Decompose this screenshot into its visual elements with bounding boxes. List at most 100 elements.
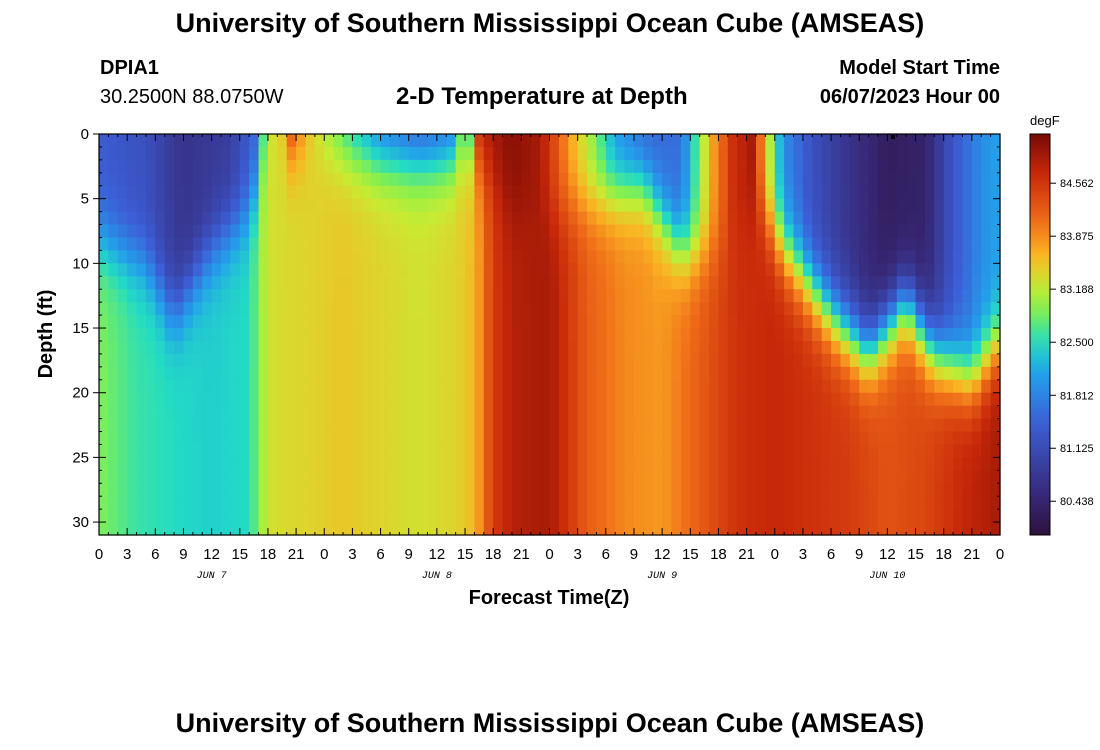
- heatmap-cell: [671, 353, 682, 368]
- heatmap-cell: [596, 405, 607, 420]
- heatmap-cell: [774, 392, 785, 407]
- heatmap-cell: [953, 198, 964, 213]
- heatmap-cell: [258, 159, 269, 174]
- heatmap-cell: [446, 366, 457, 381]
- heatmap-cell: [906, 483, 917, 497]
- heatmap-cell: [511, 522, 522, 536]
- heatmap-cell: [784, 366, 795, 381]
- heatmap-cell: [849, 159, 860, 174]
- heatmap-cell: [821, 353, 832, 368]
- heatmap-cell: [765, 405, 776, 420]
- heatmap-cell: [981, 353, 992, 368]
- heatmap-cell: [765, 302, 776, 316]
- heatmap-cell: [755, 276, 766, 290]
- heatmap-cell: [587, 276, 598, 290]
- heatmap-cell: [511, 211, 522, 226]
- heatmap-cell: [324, 353, 335, 368]
- heatmap-cell: [671, 328, 682, 342]
- heatmap-cell: [699, 276, 710, 290]
- heatmap-cell: [633, 172, 644, 187]
- heatmap-cell: [849, 172, 860, 187]
- heatmap-cell: [211, 211, 222, 226]
- x-tick-label: 12: [429, 546, 446, 563]
- heatmap-cell: [652, 302, 663, 316]
- heatmap-cell: [493, 431, 504, 446]
- heatmap-cell: [155, 276, 166, 290]
- heatmap-cell: [718, 224, 729, 239]
- heatmap-cell: [540, 211, 551, 226]
- heatmap-cell: [483, 134, 494, 148]
- heatmap-cell: [558, 237, 569, 252]
- heatmap-cell: [474, 185, 485, 200]
- heatmap-cell: [521, 224, 532, 239]
- heatmap-cell: [849, 302, 860, 316]
- heatmap-cell: [305, 250, 316, 264]
- heatmap-cell: [671, 457, 682, 471]
- heatmap-cell: [934, 159, 945, 174]
- heatmap-cell: [915, 211, 926, 226]
- heatmap-cell: [962, 340, 973, 355]
- heatmap-cell: [511, 198, 522, 213]
- heatmap-cell: [502, 159, 513, 174]
- heatmap-cell: [831, 496, 842, 510]
- heatmap-cell: [239, 353, 250, 368]
- heatmap-cell: [343, 392, 354, 407]
- heatmap-cell: [737, 224, 748, 239]
- heatmap-cell: [249, 276, 260, 290]
- heatmap-cell: [314, 315, 325, 329]
- heatmap-cell: [765, 392, 776, 407]
- heatmap-cell: [446, 328, 457, 342]
- heatmap-cell: [549, 185, 560, 200]
- heatmap-cell: [831, 263, 842, 277]
- heatmap-cell: [371, 134, 382, 148]
- heatmap-cell: [615, 146, 626, 161]
- heatmap-cell: [258, 431, 269, 446]
- heatmap-cell: [483, 366, 494, 381]
- heatmap-cell: [127, 470, 138, 484]
- heatmap-cell: [981, 224, 992, 239]
- heatmap-cell: [361, 237, 372, 252]
- heatmap-cell: [671, 198, 682, 213]
- heatmap-cell: [511, 418, 522, 433]
- heatmap-cell: [183, 457, 194, 471]
- heatmap-cell: [465, 159, 476, 174]
- heatmap-cell: [849, 496, 860, 510]
- heatmap-cell: [230, 405, 241, 420]
- heatmap-cell: [737, 379, 748, 394]
- heatmap-cell: [540, 276, 551, 290]
- heatmap-cell: [727, 457, 738, 471]
- heatmap-cell: [267, 340, 278, 355]
- heatmap-cell: [840, 457, 851, 471]
- heatmap-cell: [953, 211, 964, 226]
- heatmap-cell: [99, 146, 109, 161]
- heatmap-cell: [540, 146, 551, 161]
- heatmap-cell: [436, 315, 447, 329]
- heatmap-cell: [709, 198, 720, 213]
- heatmap-cell: [877, 431, 888, 446]
- heatmap-cell: [108, 250, 119, 264]
- heatmap-cell: [690, 172, 701, 187]
- heatmap-cell: [981, 172, 992, 187]
- heatmap-cell: [727, 483, 738, 497]
- heatmap-cell: [784, 328, 795, 342]
- heatmap-cell: [446, 392, 457, 407]
- heatmap-cell: [915, 185, 926, 200]
- heatmap-cell: [267, 418, 278, 433]
- heatmap-cell: [183, 302, 194, 316]
- heatmap-cell: [774, 509, 785, 523]
- heatmap-cell: [568, 289, 579, 303]
- heatmap-cell: [577, 405, 588, 420]
- heatmap-cell: [934, 405, 945, 420]
- heatmap-cell: [418, 340, 429, 355]
- heatmap-cell: [305, 366, 316, 381]
- heatmap-cell: [352, 457, 363, 471]
- heatmap-cell: [380, 431, 391, 446]
- heatmap-cell: [221, 418, 231, 433]
- heatmap-cell: [399, 457, 410, 471]
- heatmap-cell: [305, 457, 316, 471]
- heatmap-cell: [136, 237, 147, 252]
- heatmap-cell: [662, 405, 673, 420]
- heatmap-cell: [446, 172, 457, 187]
- heatmap-cell: [127, 263, 138, 277]
- heatmap-cell: [493, 379, 504, 394]
